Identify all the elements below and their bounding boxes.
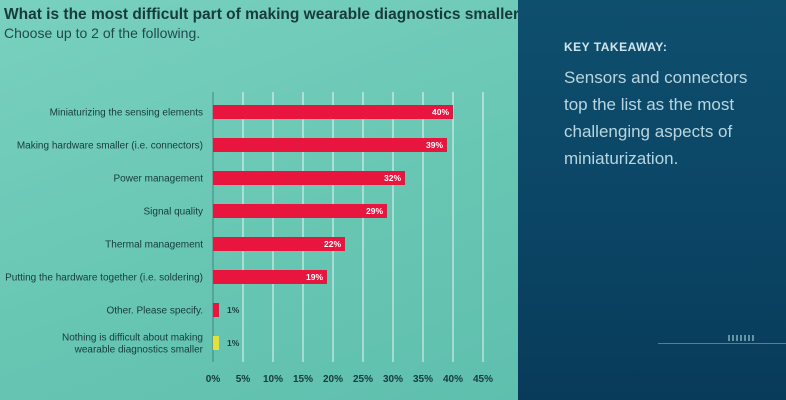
- category-label: Putting the hardware together (i.e. sold…: [5, 273, 203, 284]
- data-label: 40%: [432, 107, 449, 117]
- bar-chart: 0% 5% 10% 15% 20% 25% 30% 35% 40% 45% Miniaturizin…: [5, 92, 493, 385]
- bar: [213, 105, 453, 119]
- x-tick-label: 0%: [206, 374, 221, 385]
- bar: [213, 204, 387, 218]
- bar: [213, 138, 447, 152]
- category-label: Making hardware smaller (i.e. connectors…: [17, 141, 203, 152]
- bar: [213, 336, 219, 350]
- bar: [213, 270, 327, 284]
- x-tick-label: 30%: [383, 374, 403, 385]
- category-label: Signal quality: [144, 207, 203, 218]
- x-tick-label: 40%: [443, 374, 463, 385]
- bar: [213, 237, 345, 251]
- category-label: Miniaturizing the sensing elements: [50, 108, 203, 119]
- category-label: Other. Please specify.: [106, 306, 203, 317]
- decorative-line: [658, 343, 786, 344]
- data-label: 1%: [227, 305, 240, 315]
- x-tick-label: 5%: [236, 374, 251, 385]
- x-tick-label: 20%: [323, 374, 343, 385]
- x-tick-label: 15%: [293, 374, 313, 385]
- chart-panel: What is the most difficult part of makin…: [0, 0, 529, 400]
- bar: [213, 171, 405, 185]
- decorative-ticks: [728, 335, 754, 341]
- bar: [213, 303, 219, 317]
- key-takeaway-text: Sensors and connectors top the list as t…: [564, 68, 748, 168]
- data-label: 39%: [426, 140, 443, 150]
- data-label: 1%: [227, 338, 240, 348]
- data-label: 19%: [306, 272, 323, 282]
- category-label: Power management: [114, 174, 204, 185]
- x-tick-label: 35%: [413, 374, 433, 385]
- category-label: Nothing is difficult about making wearabl…: [62, 333, 204, 356]
- chart-title: What is the most difficult part of makin…: [4, 6, 529, 23]
- x-tick-label: 25%: [353, 374, 373, 385]
- data-label: 32%: [384, 173, 401, 183]
- key-takeaway-heading: KEY TAKEAWAY:: [564, 40, 668, 54]
- data-label: 22%: [324, 239, 341, 249]
- x-tick-label: 45%: [473, 374, 493, 385]
- x-tick-label: 10%: [263, 374, 283, 385]
- data-label: 29%: [366, 206, 383, 216]
- category-label: Thermal management: [105, 240, 203, 251]
- key-takeaway-panel: KEY TAKEAWAY: Sensors and connectors top…: [518, 0, 786, 400]
- chart-subtitle: Choose up to 2 of the following.: [4, 25, 201, 41]
